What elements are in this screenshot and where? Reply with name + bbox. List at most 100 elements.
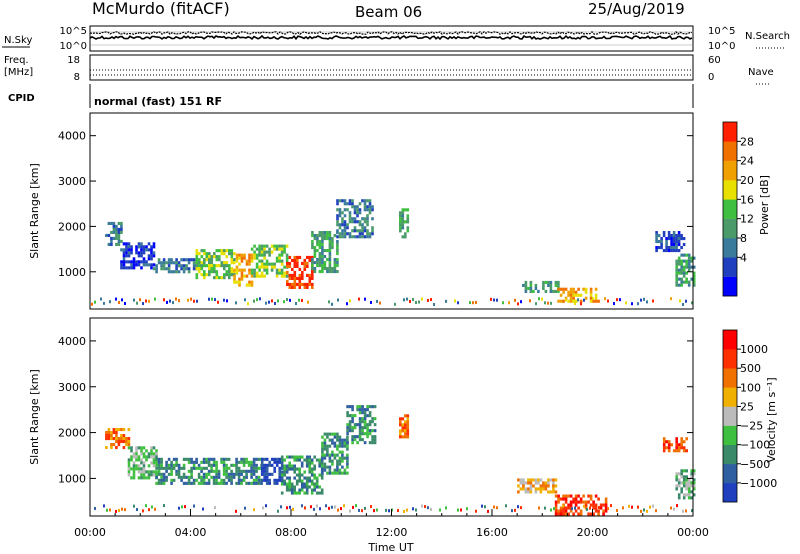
cpid-label: CPID xyxy=(8,93,35,104)
power-colorbar-segment xyxy=(723,141,737,161)
velocity-colorbar-label: Velocity [m s⁻¹] xyxy=(765,377,778,462)
velocity-echo-region xyxy=(155,457,263,485)
power-colorbar-segment xyxy=(723,238,737,258)
velocity-colorbar-tick: −100 xyxy=(740,439,770,452)
station-title: McMurdo (fitACF) xyxy=(92,0,230,18)
velocity-colorbar-segment xyxy=(723,406,737,426)
velocity-colorbar-segment xyxy=(723,349,737,369)
power-echo-region xyxy=(105,221,123,246)
velocity-colorbar-tick: 100 xyxy=(740,381,761,394)
velocity-ground-scatter xyxy=(94,504,693,513)
velocity-colorbar-tick: 25 xyxy=(740,400,754,413)
nave-label: Nave xyxy=(748,67,774,78)
velocity-ytick-label: 2000 xyxy=(58,427,86,440)
velocity-echo-region xyxy=(280,455,324,495)
nsky-strip: N.Sky 10^5 10^0 10^5 10^0 N.Search xyxy=(2,25,790,52)
velocity-colorbar-segment xyxy=(723,425,737,445)
power-echo-region xyxy=(120,242,156,270)
power-colorbar-segment xyxy=(723,160,737,181)
cpid-mode-text: normal (fast) 151 RF xyxy=(94,95,222,108)
nave-tick-top: 60 xyxy=(708,55,721,66)
velocity-echo-region xyxy=(346,405,377,445)
power-colorbar-tick: 28 xyxy=(740,135,754,148)
xtick-label: 20:00 xyxy=(577,526,609,539)
velocity-ytick-label: 1000 xyxy=(58,472,86,485)
xtick-label: 16:00 xyxy=(476,526,508,539)
power-colorbar-label: Power [dB] xyxy=(758,175,771,235)
nsky-trace xyxy=(89,34,693,41)
velocity-echo-region xyxy=(399,414,410,439)
power-echo-region xyxy=(399,208,410,239)
nsky-label: N.Sky xyxy=(4,35,32,46)
nsky-tick-top: 10^5 xyxy=(60,26,87,37)
power-panel: 4000 3000 2000 1000 Slant Range [km] 28 24 20… xyxy=(28,112,771,310)
velocity-colorbar: 1000 500 100 25 −25 −100 −500 −1000 xyxy=(722,329,777,503)
power-colorbar-tick: 24 xyxy=(740,155,754,168)
velocity-colorbar-tick: 500 xyxy=(740,362,761,375)
xtick-label: 12:00 xyxy=(376,526,408,539)
power-echo-region xyxy=(675,253,696,287)
velocity-echo-region xyxy=(662,437,688,453)
power-colorbar-tick: 12 xyxy=(740,213,754,226)
xtick-label: 04:00 xyxy=(175,526,207,539)
velocity-panel: 4000 3000 2000 1000 00:00 04:00 08:00 12:00 16:… xyxy=(28,317,778,554)
velocity-colorbar-segment xyxy=(723,387,737,407)
freq-unit: [MHz] xyxy=(4,67,33,78)
xtick-label: 00:00 xyxy=(677,526,709,539)
velocity-colorbar-tick: −25 xyxy=(740,420,763,433)
power-colorbar-segment xyxy=(723,257,737,277)
velocity-echo-region xyxy=(321,432,349,475)
power-ytick-label: 4000 xyxy=(58,130,86,143)
power-echo-region xyxy=(286,255,314,289)
power-echo-region xyxy=(311,231,339,274)
power-echo-region xyxy=(522,280,560,293)
cpid-strip: CPID normal (fast) 151 RF xyxy=(8,84,694,108)
velocity-colorbar-tick: −1000 xyxy=(740,477,777,490)
power-colorbar-segment xyxy=(723,218,737,239)
velocity-colorbar-segment xyxy=(723,482,737,503)
power-echoes xyxy=(91,199,696,306)
nsearch-tick-top: 10^5 xyxy=(708,26,735,37)
power-colorbar-segment xyxy=(723,122,737,142)
power-echo-region xyxy=(250,244,289,278)
power-ytick-label: 2000 xyxy=(58,220,86,233)
velocity-colorbar-segment xyxy=(723,330,737,350)
power-echo-region xyxy=(655,231,686,253)
power-ground-scatter xyxy=(91,297,693,306)
nave-tick-bottom: 0 xyxy=(708,72,714,83)
velocity-echo-region xyxy=(675,469,696,500)
velocity-echo-region xyxy=(105,428,131,450)
power-echo-region xyxy=(336,199,374,239)
nsearch-label: N.Search xyxy=(745,31,790,42)
velocity-ytick-label: 3000 xyxy=(58,381,86,394)
velocity-echo-region xyxy=(127,446,158,480)
power-colorbar-tick: 4 xyxy=(740,251,747,264)
power-colorbar-segment xyxy=(723,199,737,219)
xaxis-title: Time UT xyxy=(367,541,413,554)
velocity-echo-region xyxy=(517,478,558,494)
velocity-colorbar-segment xyxy=(723,463,737,484)
freq-label: Freq. xyxy=(4,55,29,66)
velocity-echoes xyxy=(94,405,696,516)
velocity-colorbar-segment xyxy=(723,368,737,388)
power-echo-region xyxy=(233,253,254,287)
velocity-ylabel: Slant Range [km] xyxy=(28,369,41,465)
freq-strip: Freq. [MHz] 18 8 60 0 Nave xyxy=(4,54,774,85)
velocity-echo-region xyxy=(260,457,284,485)
power-ytick-label: 1000 xyxy=(58,266,86,279)
power-colorbar: 28 24 20 16 12 8 4 xyxy=(722,121,754,297)
power-ylabel: Slant Range [km] xyxy=(28,163,41,259)
beam-title: Beam 06 xyxy=(355,3,422,21)
nsky-tick-bottom: 10^0 xyxy=(60,41,87,52)
velocity-colorbar-segment xyxy=(723,444,737,465)
velocity-colorbar-tick: 1000 xyxy=(740,343,768,356)
freq-tick-top: 18 xyxy=(67,55,80,66)
power-ytick-label: 3000 xyxy=(58,175,86,188)
velocity-ytick-label: 4000 xyxy=(58,335,86,348)
power-echo-region xyxy=(195,249,236,280)
power-colorbar-tick: 16 xyxy=(740,193,754,206)
nsearch-trace xyxy=(89,30,693,35)
power-echo-region xyxy=(557,287,600,303)
power-colorbar-segment xyxy=(723,276,737,297)
